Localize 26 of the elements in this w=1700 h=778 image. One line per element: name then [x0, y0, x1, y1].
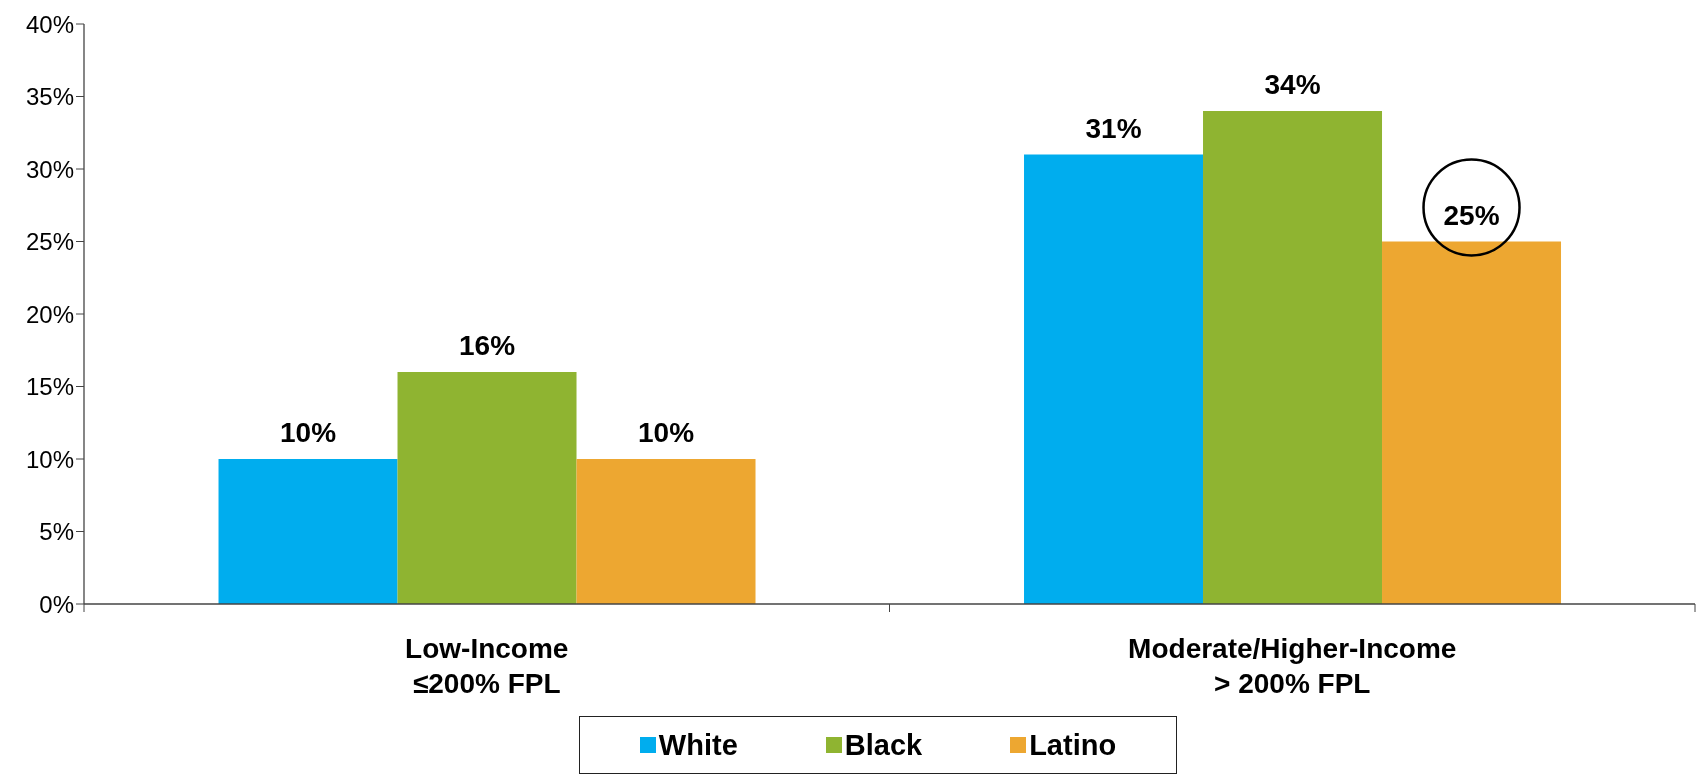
- y-tick-label: 15%: [25, 373, 74, 401]
- bar: [1203, 111, 1383, 604]
- data-label: 10%: [638, 417, 695, 448]
- bar: [397, 372, 577, 604]
- y-tick-label: 5%: [39, 518, 74, 546]
- y-tick-label: 30%: [25, 155, 74, 183]
- x-tick-label: Moderate/Higher-Income > 200% FPL: [1128, 633, 1457, 699]
- legend-label: Latino: [1028, 728, 1117, 762]
- legend-label: White: [657, 728, 738, 762]
- y-tick-label: 0%: [39, 590, 74, 618]
- x-tick-label: Low-Income ≤200% FPL: [405, 633, 569, 699]
- y-tick-label: 40%: [25, 10, 74, 38]
- data-label: 25%: [1443, 199, 1500, 231]
- data-label: 16%: [459, 330, 516, 361]
- y-tick-label: 20%: [25, 300, 74, 328]
- y-tick-label: 25%: [25, 228, 74, 256]
- y-tick-label: 35%: [25, 83, 74, 111]
- bar: [1024, 154, 1204, 604]
- bar: [218, 459, 398, 604]
- data-label: 10%: [280, 417, 337, 448]
- legend-label: Black: [843, 728, 923, 762]
- y-tick-label: 10%: [25, 445, 74, 473]
- bar: [576, 459, 756, 604]
- data-label: 31%: [1085, 112, 1142, 144]
- data-label: 34%: [1264, 69, 1321, 100]
- bar: [1382, 241, 1562, 604]
